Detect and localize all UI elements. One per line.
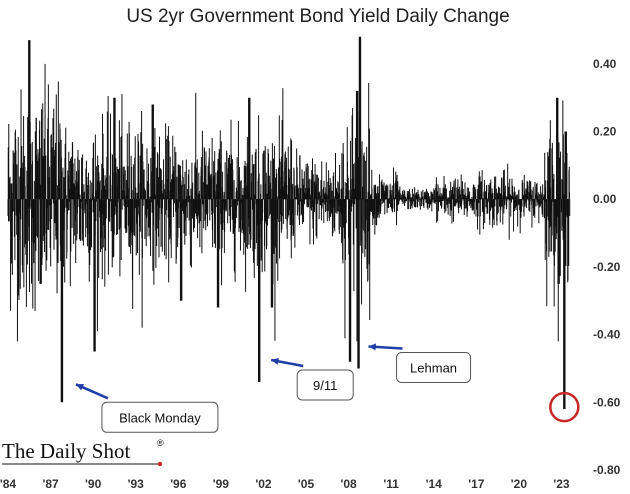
source-logo-text: The Daily Shot <box>2 439 130 463</box>
y-tick-label: -0.20 <box>593 260 621 274</box>
y-tick-label: -0.40 <box>593 328 621 342</box>
x-tick-label: '93 <box>128 477 145 491</box>
x-tick-label: '96 <box>170 477 187 491</box>
annotations: Black Monday 9/11 Lehman <box>75 343 472 433</box>
annotation-label: Black Monday <box>119 410 201 425</box>
annotation-label: Lehman <box>410 360 457 375</box>
annotation-box <box>101 401 219 433</box>
annotation-arrow-head <box>271 357 279 365</box>
x-tick-label: '17 <box>468 477 485 491</box>
source-logo-mark: ® <box>157 438 164 448</box>
y-axis: 0.40 0.20 0.00 -0.20 -0.40 -0.60 -0.80 <box>593 57 621 477</box>
x-tick-label: '99 <box>213 477 230 491</box>
chart-title: US 2yr Government Bond Yield Daily Chang… <box>126 6 509 27</box>
x-tick-label: '02 <box>255 477 272 491</box>
x-tick-label: '20 <box>511 477 528 491</box>
annotation-box <box>396 351 472 383</box>
x-tick-label: '11 <box>383 477 399 491</box>
annotation-box <box>296 369 354 401</box>
y-tick-label: 0.40 <box>593 57 617 71</box>
x-tick-label: '05 <box>298 477 315 491</box>
highlight-marker <box>549 391 580 423</box>
x-axis: '84 '87 '90 '93 '96 '99 '02 '05 '08 '11 '14 '17 '20 '… <box>0 477 570 491</box>
x-tick-label: '87 <box>42 477 59 491</box>
highlight-circle <box>549 391 580 423</box>
source-logo: The Daily Shot ® <box>2 438 164 467</box>
x-tick-label: '14 <box>426 477 443 491</box>
x-tick-label: '23 <box>553 477 570 491</box>
extreme-moves <box>28 36 567 410</box>
y-tick-label: 0.20 <box>593 125 617 139</box>
y-tick-label: -0.80 <box>593 463 621 477</box>
annotation-arrow-head <box>368 343 376 351</box>
y-tick-label: 0.00 <box>593 192 617 206</box>
y-tick-label: -0.60 <box>593 395 621 409</box>
annotation-label: 9/11 <box>313 378 337 393</box>
annotation-arrow-head <box>75 384 84 391</box>
x-tick-label: '08 <box>341 477 358 491</box>
series-bars <box>7 63 571 342</box>
x-tick-label: '84 <box>0 477 16 491</box>
source-logo-dot <box>157 461 163 467</box>
x-tick-label: '90 <box>85 477 102 491</box>
